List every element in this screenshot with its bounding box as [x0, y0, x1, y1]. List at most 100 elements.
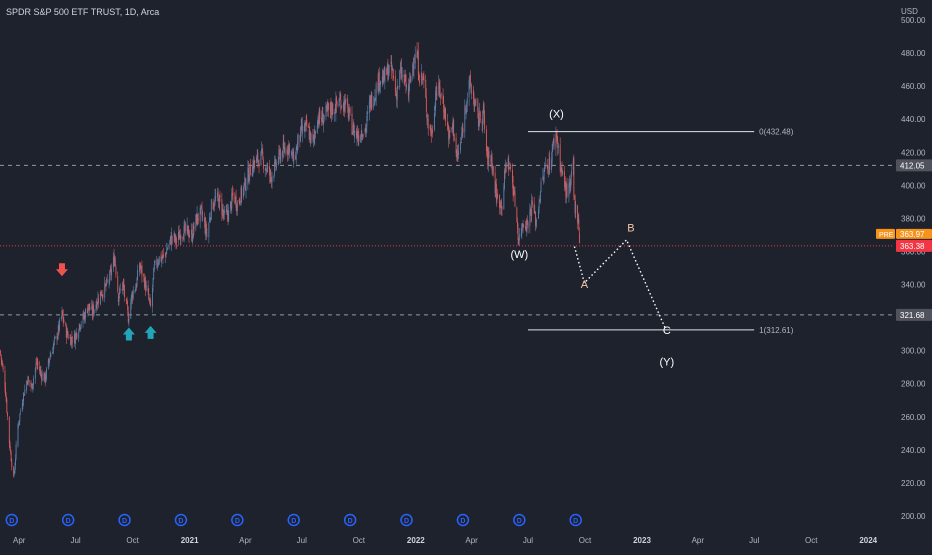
dividend-icon[interactable]: [569, 513, 582, 527]
candle-body: [67, 334, 69, 339]
candle-body: [31, 383, 33, 389]
candle-body: [19, 413, 21, 421]
candle-body: [530, 208, 531, 212]
dividend-icon[interactable]: [287, 513, 300, 527]
fib-level-label: 0(432.48): [759, 128, 794, 137]
candle-body: [195, 214, 197, 228]
candle-body: [59, 319, 60, 331]
candle-body: [182, 238, 184, 240]
dividend-icon-label: D: [517, 518, 522, 525]
dividend-icon[interactable]: [343, 513, 357, 527]
symbol-title[interactable]: SPDR S&P 500 ETF TRUST, 1D, Arca: [6, 7, 159, 17]
candle-body: [193, 226, 195, 230]
candle-body: [222, 209, 224, 212]
candle-body: [466, 98, 468, 104]
candle-body: [521, 223, 523, 227]
candle-body: [565, 185, 567, 198]
dividend-icon[interactable]: [231, 513, 244, 527]
candle-body: [352, 124, 354, 132]
candle-body: [403, 74, 405, 77]
dividend-icon[interactable]: [61, 513, 75, 527]
candle-body: [407, 87, 409, 98]
candle-body: [283, 146, 285, 152]
candle-body: [530, 211, 532, 217]
candle-body: [102, 294, 104, 297]
candle-body: [319, 109, 321, 119]
candle-body: [148, 298, 150, 300]
candle-body: [47, 358, 49, 369]
candle-body: [249, 163, 251, 178]
candle-body: [382, 77, 384, 84]
candle-body: [45, 377, 47, 381]
candle-body: [178, 232, 179, 241]
candle-body: [165, 253, 167, 256]
candle-body: [54, 337, 55, 340]
candle-body: [434, 106, 436, 111]
dividend-icon[interactable]: [118, 513, 131, 527]
candle-body: [158, 261, 160, 265]
candle-body: [109, 271, 111, 283]
candle-body: [444, 108, 446, 118]
candle-body: [365, 125, 367, 133]
candle-body: [374, 97, 376, 100]
candle-body: [387, 64, 389, 81]
candle-body: [440, 95, 442, 97]
dividend-icon[interactable]: [513, 513, 526, 527]
candle-body: [297, 141, 298, 152]
candle-body: [404, 75, 406, 82]
candle-body: [456, 152, 458, 160]
candle-body: [282, 143, 284, 158]
candle-body: [430, 132, 432, 136]
candle-body: [62, 310, 64, 316]
candle-body: [474, 102, 476, 105]
candle-body: [88, 303, 90, 309]
candle-body: [305, 120, 307, 121]
candle-body: [301, 125, 303, 134]
candle-body: [548, 158, 550, 171]
candle-body: [223, 209, 225, 215]
time-axis-tick: Jul: [749, 536, 759, 545]
candle-body: [433, 112, 435, 130]
currency-label: USD: [901, 7, 918, 16]
wave-label: (X): [549, 109, 564, 121]
dividend-icon-label: D: [235, 518, 240, 525]
candle-body: [349, 108, 351, 112]
candle-body: [24, 389, 26, 395]
dividend-icon[interactable]: [400, 513, 413, 527]
candle-body: [187, 225, 189, 237]
candle-body: [130, 295, 132, 304]
candle-body: [126, 298, 128, 305]
candle-body: [183, 225, 185, 241]
candle-body: [464, 105, 466, 132]
candle-body: [522, 224, 524, 229]
candle-body: [556, 134, 558, 140]
candle-body: [270, 171, 272, 178]
candle-body: [516, 207, 518, 223]
candle-body: [248, 167, 249, 182]
candle-body: [83, 314, 85, 319]
candle-body: [70, 337, 72, 346]
dividend-icon[interactable]: [456, 513, 470, 527]
candle-body: [391, 67, 393, 69]
candle-body: [379, 84, 381, 86]
dividend-icon[interactable]: [5, 513, 19, 527]
candle-body: [367, 112, 368, 115]
candle-body: [321, 111, 323, 122]
candle-body: [430, 125, 432, 133]
candle-body: [173, 233, 175, 237]
candle-body: [343, 100, 345, 111]
candle-body: [283, 141, 285, 147]
candle-body: [135, 285, 137, 289]
candle-body: [436, 94, 438, 96]
candle-body: [290, 150, 292, 152]
candle-body: [577, 219, 579, 225]
candle-body: [517, 227, 519, 240]
candle-body: [145, 279, 147, 292]
candle-body: [26, 382, 28, 384]
time-axis[interactable]: Apr Jul Oct 2021 Apr Jul Oct 2022 Apr Jul Oct 2023 A…: [13, 536, 878, 545]
dividend-icon[interactable]: [174, 513, 188, 527]
candle-body: [470, 85, 472, 92]
candle-body: [230, 201, 231, 209]
